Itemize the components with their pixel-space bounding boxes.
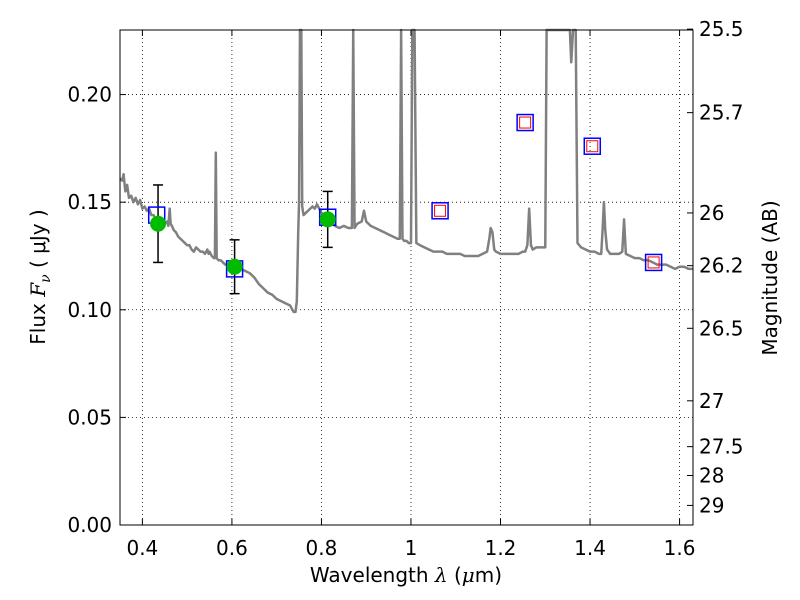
x-tick-label: 1	[405, 536, 418, 560]
y-tick-label: 0.00	[67, 513, 112, 537]
x-axis-label-symbol: λ	[434, 563, 448, 587]
magnitude-tick-label: 25.5	[699, 17, 744, 41]
spectrum-line	[119, 28, 693, 314]
upper-limit-square-marker	[519, 116, 532, 129]
y-tick-label: 0.20	[67, 83, 112, 107]
ticks-layer: 0.4 0.6 0.8 1 1.2 1.4 1.6 0.00 0.05 0.10 0.15 0.20 2…	[67, 17, 743, 560]
y-tick-label: 0.15	[67, 190, 112, 214]
magnitude-tick-label: 26.5	[699, 316, 744, 340]
model-square-marker	[644, 253, 663, 272]
magnitude-tick-label: 28	[699, 464, 724, 488]
upper-limit-square-marker	[434, 204, 447, 217]
y-axis-label-prefix: Flux	[26, 297, 50, 345]
x-tick-label: 1.4	[574, 536, 606, 560]
magnitude-tick-label: 25.7	[699, 101, 744, 125]
observed-point	[319, 211, 336, 228]
y-tick-label: 0.05	[67, 405, 112, 429]
x-axis-label-unit-rest: m)	[475, 563, 502, 587]
x-axis-label-prefix: Wavelength	[310, 563, 435, 587]
right-axis-label: Magnitude (AB)	[758, 200, 782, 355]
markers-layer	[147, 113, 663, 295]
y-axis-label-unit: ( μJy )	[26, 209, 50, 274]
x-tick-label: 0.8	[306, 536, 338, 560]
x-axis-label: Wavelength λ (μm)	[310, 563, 502, 587]
model-square-marker	[583, 137, 602, 155]
plot-frame	[119, 29, 694, 526]
x-tick-label: 0.6	[216, 536, 248, 560]
x-tick-label: 0.4	[126, 536, 158, 560]
upper-limit-square-marker	[586, 140, 599, 153]
y-axis-label-symbol: F	[26, 282, 50, 298]
x-tick-label: 1.6	[664, 536, 696, 560]
observed-point	[226, 258, 243, 275]
model-square-marker	[431, 202, 449, 220]
plot-area	[120, 30, 693, 525]
y-axis-label: Flux Fν ( μJy )	[26, 209, 54, 344]
magnitude-tick-label: 29	[699, 493, 724, 517]
x-axis-label-unit-mu: μ	[462, 563, 475, 587]
grid	[120, 30, 693, 526]
magnitude-tick-label: 26	[699, 201, 724, 225]
y-tick-label: 0.10	[67, 298, 112, 322]
model-square-marker	[516, 113, 534, 132]
observed-point	[150, 215, 167, 232]
magnitude-tick-label: 26.2	[699, 254, 744, 278]
y-axis-label-sub: ν	[38, 274, 54, 283]
magnitude-tick-label: 27	[699, 389, 724, 413]
upper-limit-square-marker	[647, 256, 660, 269]
magnitude-tick-label: 27.5	[699, 435, 744, 459]
x-axis-label-unit-open: (	[448, 563, 462, 587]
spectrum-layer	[119, 28, 693, 314]
x-tick-label: 1.2	[485, 536, 517, 560]
